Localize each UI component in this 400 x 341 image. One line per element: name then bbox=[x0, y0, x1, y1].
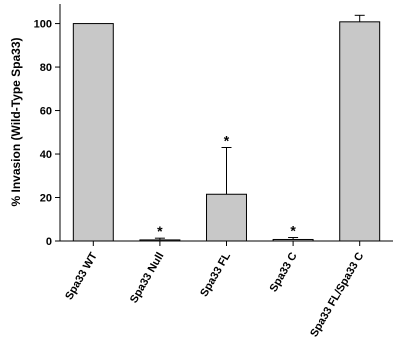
x-tick-label: Spa33 FL/Spa33 C bbox=[308, 250, 366, 339]
x-tick-label: Spa33 Null bbox=[128, 251, 167, 306]
error-bar bbox=[154, 237, 165, 240]
y-axis-label: % Invasion (Wild-Type Spa33) bbox=[9, 37, 23, 206]
y-tick-label: 60 bbox=[40, 106, 52, 118]
x-tick-label: Spa33 WT bbox=[63, 250, 100, 302]
y-tick-label: 20 bbox=[40, 193, 52, 205]
y-tick-label: 80 bbox=[40, 62, 52, 74]
bar bbox=[206, 193, 247, 242]
bar bbox=[272, 238, 314, 242]
significance-marker: * bbox=[157, 223, 163, 239]
error-bar bbox=[354, 14, 365, 22]
bar bbox=[72, 23, 114, 242]
bar bbox=[139, 239, 181, 242]
x-tick-label: Spa33 FL bbox=[198, 250, 233, 299]
y-tick-label: 0 bbox=[46, 236, 52, 248]
bar bbox=[339, 21, 381, 242]
y-tick-label: 40 bbox=[40, 149, 52, 161]
significance-marker: * bbox=[224, 133, 230, 149]
significance-marker: * bbox=[290, 223, 296, 239]
x-tick-label: Spa33 C bbox=[268, 250, 300, 294]
error-bar bbox=[221, 147, 232, 195]
y-tick-label: 100 bbox=[34, 19, 52, 31]
error-bar bbox=[288, 237, 299, 240]
